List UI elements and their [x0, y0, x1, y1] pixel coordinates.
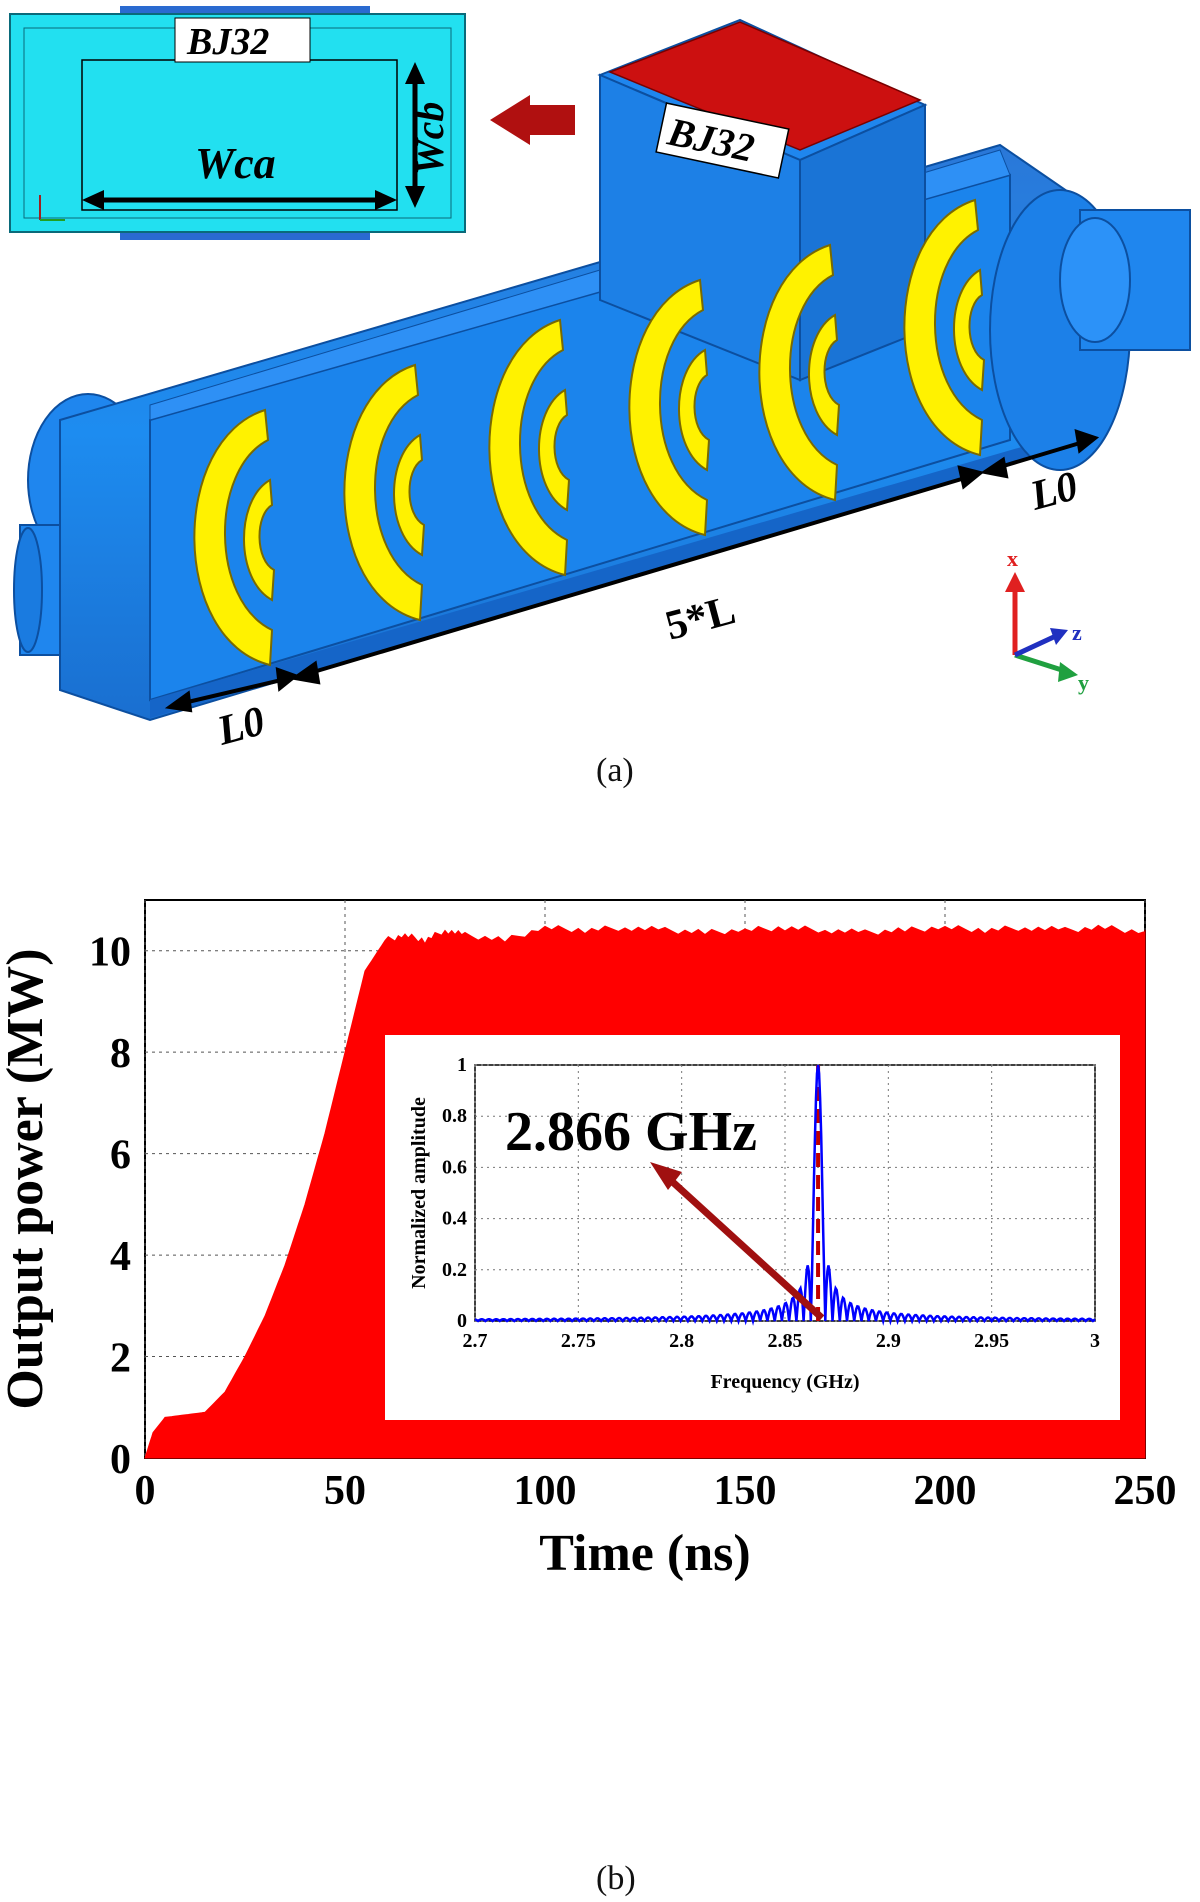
y-axis-label: Output power (MW)	[0, 948, 54, 1409]
inset-x-tick-label: 2.9	[876, 1330, 901, 1352]
ring-4-inner	[678, 348, 711, 472]
x-tick-label: 200	[914, 1468, 977, 1514]
spectrum-line	[474, 1064, 1096, 1326]
inset-x-tick-label: 2.95	[974, 1330, 1009, 1352]
axis-x-label: x	[1007, 546, 1018, 571]
inset-x-label: Frequency (GHz)	[710, 1371, 859, 1393]
ring-3-inner	[538, 388, 571, 512]
inset-y-tick-label: 0.2	[442, 1259, 467, 1281]
inset-label-wca: Wca	[195, 139, 276, 188]
ring-2-inner	[393, 433, 426, 557]
spectrum-inset: 2.7 2.75 2.8 2.85 2.9 2.95 3 0 0.2 0.4 0.6 0.8 1 Fre…	[385, 1035, 1120, 1420]
port-label-box	[655, 102, 790, 179]
ring-5-inner	[808, 313, 841, 437]
y-tick-label: 8	[110, 1031, 131, 1077]
inset-label-top: BJ32	[186, 21, 269, 63]
y-tick-label: 2	[110, 1336, 131, 1382]
figure-a-diagram: L0 5*L L0 BJ32 BJ32 Wca Wcb x z y	[9, 6, 1191, 755]
inset-x-tick-label: 2.85	[768, 1330, 803, 1352]
ring-2	[343, 363, 424, 622]
axis-triad	[1005, 572, 1078, 682]
y-tick-label: 10	[89, 930, 131, 976]
axis-y-label: y	[1078, 670, 1089, 695]
x-tick-label: 50	[324, 1468, 366, 1514]
port-arrow	[490, 95, 575, 145]
inset-y-tick-label: 1	[457, 1054, 467, 1076]
inset-y-tick-label: 0.4	[442, 1208, 467, 1230]
dim-l0-right-label: L0	[1025, 463, 1083, 520]
x-tick-label: 150	[714, 1468, 777, 1514]
ring-4	[628, 278, 709, 537]
inset-label-wcb: Wcb	[407, 102, 452, 175]
inset-x-tick-label: 2.75	[561, 1330, 596, 1352]
rf-rings	[193, 198, 986, 667]
x-tick-label: 250	[1114, 1468, 1177, 1514]
caption-b: (b)	[596, 1860, 636, 1897]
annotation-arrowhead	[650, 1162, 682, 1190]
inset-y-tick-label: 0.6	[442, 1156, 467, 1178]
ring-3	[488, 318, 569, 577]
inset-y-tick-label: 0	[457, 1310, 467, 1332]
y-tick-label: 4	[110, 1234, 131, 1280]
ring-5	[758, 243, 839, 502]
inset-x-tick-label: 2.8	[669, 1330, 694, 1352]
inset-y-label: Normalized amplitude	[408, 1097, 430, 1289]
ring-6-inner	[953, 268, 986, 392]
caption-a: (a)	[596, 752, 634, 789]
inset-y-tick-label: 0.8	[442, 1105, 467, 1127]
axis-z-label: z	[1072, 620, 1082, 645]
dimension-lines	[164, 429, 1100, 713]
inset-x-tick-label: 3	[1090, 1330, 1100, 1352]
x-tick-label: 0	[135, 1468, 156, 1514]
x-axis-label: Time (ns)	[539, 1525, 750, 1582]
annotation-arrow	[662, 1172, 825, 1321]
dim-l0-left-label: L0	[212, 698, 270, 755]
y-tick-label: 6	[110, 1133, 131, 1179]
dim-5l-label: 5*L	[661, 587, 741, 650]
ring-1-inner	[243, 478, 276, 602]
peak-annotation: 2.866 GHz	[505, 1101, 757, 1163]
ring-6	[903, 198, 984, 457]
x-tick-label: 100	[514, 1468, 577, 1514]
ring-1	[193, 408, 274, 667]
inset-tick-labels: 2.7 2.75 2.8 2.85 2.9 2.95 3 0 0.2 0.4 0.6 0.8 1	[442, 1054, 1100, 1352]
inset-cross-section	[9, 6, 466, 240]
inset-x-tick-label: 2.7	[463, 1330, 488, 1352]
y-tick-label: 0	[110, 1437, 131, 1483]
